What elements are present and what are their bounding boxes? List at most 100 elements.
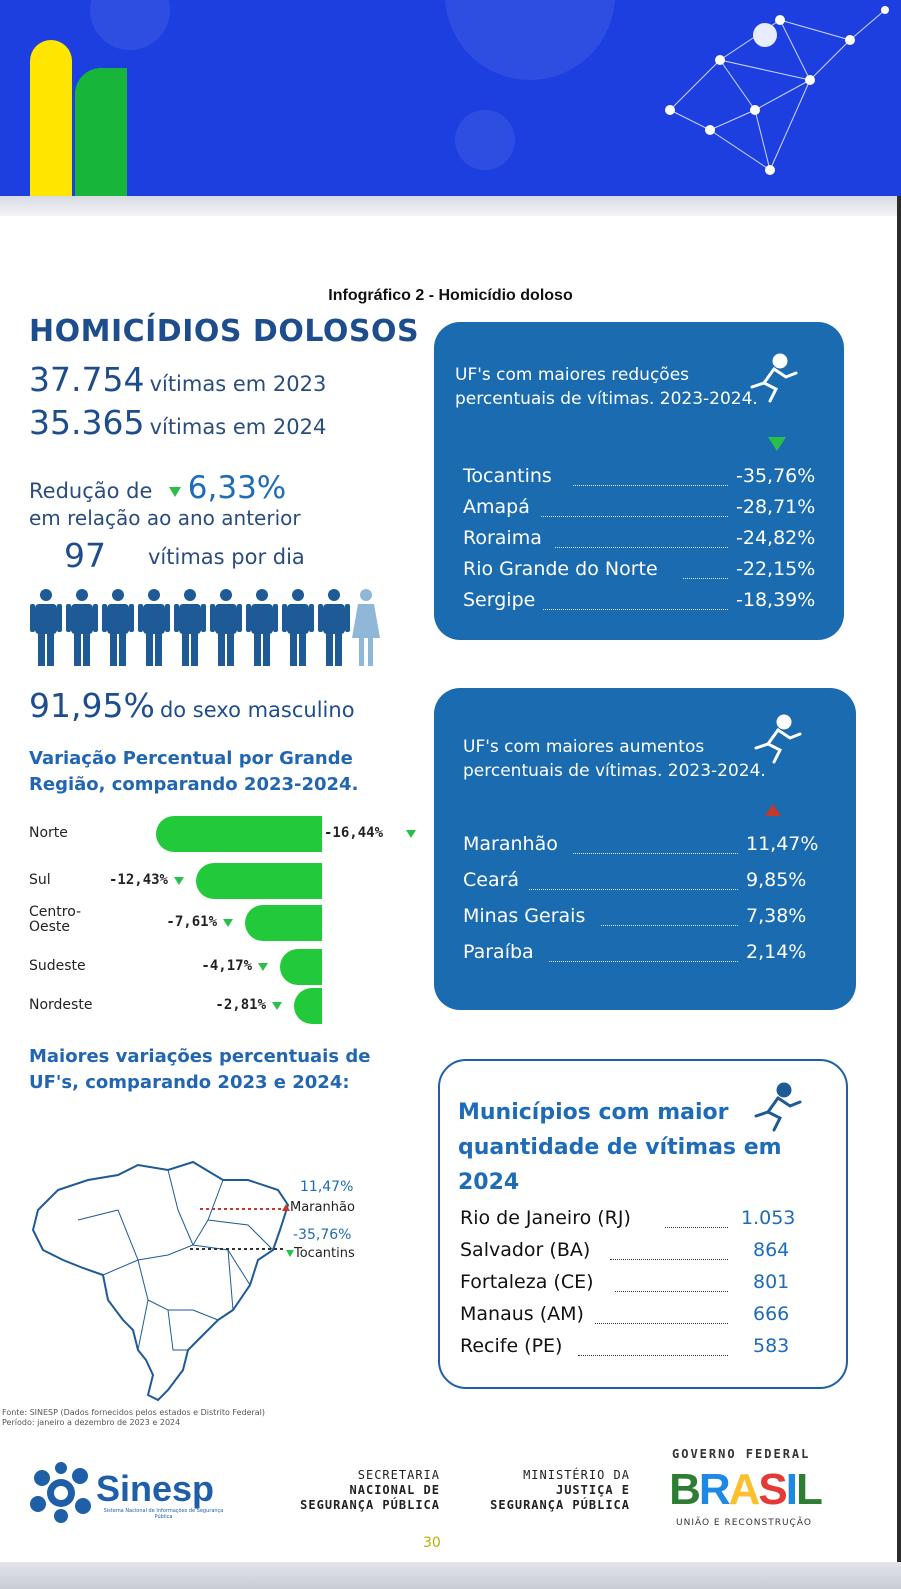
male-percent: 91,95% [29,686,155,725]
victims-2023-number: 37.754 [29,360,145,399]
ministerio-block: MINISTÉRIO DA JUSTIÇA E SEGURANÇA PÚBLIC… [460,1468,630,1513]
footer-divider [0,1562,901,1589]
man-icon [138,589,170,666]
dotted-leader [665,1227,728,1228]
regional-title: Variação Percentual por Grande Região, c… [29,748,359,795]
reductions-card-title: UF's com maiores reduções percentuais de… [455,365,758,409]
increases-card [434,688,856,1010]
dotted-leader [683,578,728,579]
man-icon [174,589,206,666]
state-name: Rio Grande do Norte [463,558,658,580]
male-label: do sexo masculino [159,698,355,722]
down-arrow-icon [169,487,182,497]
man-icon [30,589,62,666]
state-name: Ceará [463,869,520,891]
sinesp-logo-text: Sinesp [96,1468,215,1509]
per-day-number: 97 [64,536,106,575]
state-name: Maranhão [463,833,558,855]
gov-yellow-bar [30,40,72,196]
down-arrow-icon [174,877,184,885]
state-name: Sergipe [463,589,536,611]
sinesp-logo-icon [30,1462,91,1523]
dotted-leader [578,1355,728,1356]
municipality-name: Manaus (AM) [460,1303,584,1325]
region-value: -16,44% [324,825,384,841]
dotted-leader [601,925,738,926]
header-divider [0,196,901,216]
municipality-value: 801 [753,1271,790,1293]
down-arrow-icon [258,963,268,971]
victims-2024-label: vítimas em 2024 [149,415,327,439]
state-value: 11,47% [746,833,819,855]
min-uf-label-wrap: Tocantins [286,1246,355,1261]
dotted-leader [610,1259,728,1260]
region-bar [196,863,322,899]
state-value: -28,71% [736,496,816,518]
state-name: Amapá [463,496,530,518]
decorative-circle [445,0,615,80]
reductions-card [434,322,844,640]
ministerio-line-3: SEGURANÇA PÚBLICA [490,1498,630,1512]
victims-2023-label: vítimas em 2023 [149,372,327,396]
ministerio-line-2: JUSTIÇA E [555,1483,630,1497]
region-value: -2,81% [215,997,266,1013]
region-value: -12,43% [108,872,168,888]
man-icon [282,589,314,666]
brazil-map [31,1160,290,1402]
woman-icon [352,589,380,666]
secretaria-block: SECRETARIA NACIONAL DE SEGURANÇA PÚBLICA [280,1468,440,1513]
runner-icon [754,714,802,764]
state-name: Tocantins [463,465,552,487]
dotted-leader [573,853,738,854]
gov-brasil-logo: BRASIL [660,1466,830,1514]
state-value: -35,76% [736,465,816,487]
municipality-name: Recife (PE) [460,1335,563,1357]
max-uf-label-wrap: Maranhão [282,1200,355,1215]
decorative-circle [455,110,515,170]
increases-card-title: UF's com maiores aumentos percentuais de… [463,737,766,781]
decorative-circle [90,0,170,50]
up-arrow-icon [765,804,781,816]
source-note: Fonte: SINESP (Dados fornecidos pelos es… [2,1408,265,1428]
region-bar [245,905,322,941]
down-arrow-icon [223,919,233,927]
network-map-icon [665,6,889,175]
man-icon [318,589,350,666]
sinesp-logo-subtitle: Sistema Nacional de Informações de Segur… [103,1508,224,1520]
region-bar [156,816,322,852]
down-arrow-icon [286,1250,294,1257]
gov-green-bar [75,68,127,196]
state-value: 9,85% [746,869,807,891]
max-uf-label: Maranhão [290,1200,355,1215]
victims-2024-number: 35.365 [29,403,145,442]
people-icons [30,589,380,666]
uf-variation-title: Maiores variações percentuais de UF's, c… [29,1046,371,1093]
reduction-percent: 6,33% [187,470,287,506]
man-icon [246,589,278,666]
region-label: Sul [29,872,51,888]
municipality-value: 1.053 [741,1207,796,1229]
max-uf-value: 11,47% [300,1179,354,1195]
dotted-leader [573,485,728,486]
man-icon [102,589,134,666]
header-banner [0,0,901,196]
municipalities-card [438,1059,848,1389]
source-line-2: Período: janeiro a dezembro de 2023 e 20… [2,1418,181,1427]
source-line-1: Fonte: SINESP (Dados fornecidos pelos es… [2,1408,266,1417]
state-value: -24,82% [736,527,816,549]
dotted-leader [529,889,738,890]
gov-federal-label: GOVERNO FEDERAL [672,1447,811,1461]
state-value: 7,38% [746,905,807,927]
per-day-label: vítimas por dia [148,545,305,569]
gov-slogan: UNIÃO E RECONSTRUÇÃO [676,1518,812,1528]
secretaria-line-2: NACIONAL DE [349,1483,440,1497]
male-percent-line: 91,95% do sexo masculino [29,686,355,725]
min-uf-value: -35,76% [293,1227,352,1243]
region-bar [294,988,322,1024]
page-edge [897,196,901,1589]
runner-icon [750,353,798,403]
victims-2024-line: 35.365 vítimas em 2024 [29,403,326,442]
down-arrow-icon [272,1002,282,1010]
municipality-value: 583 [753,1335,790,1357]
reduction-line: Redução de 6,33% [29,470,286,506]
